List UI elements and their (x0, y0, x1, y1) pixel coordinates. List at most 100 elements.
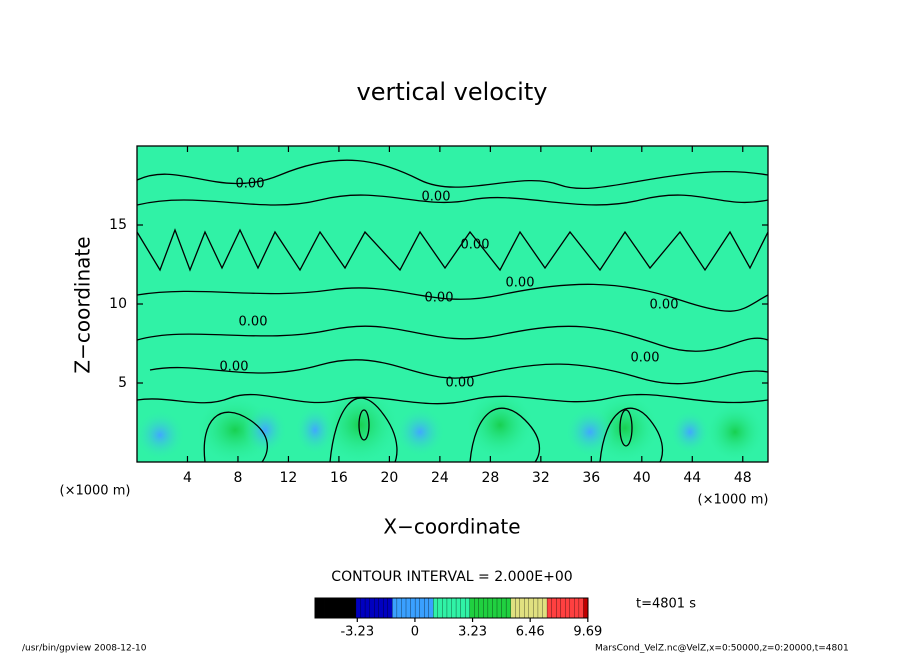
contour-label: 0.00 (236, 177, 265, 192)
colorbar-cell (424, 597, 430, 619)
y-axis-label: Z−coordinate (71, 236, 95, 373)
y-unit-label: (×1000 m) (60, 484, 131, 499)
contour-label: 0.00 (220, 360, 249, 375)
colorbar-cell (578, 597, 584, 619)
colorbar-tick-label: 9.69 (573, 625, 602, 640)
colorbar-cell (328, 597, 334, 619)
colorbar-cell (460, 597, 466, 619)
x-tick-label: 24 (431, 470, 449, 486)
colorbar-cell (314, 597, 320, 619)
contour-label: 0.00 (239, 315, 268, 330)
time-label: t=4801 s (636, 597, 696, 612)
colorbar-cell (355, 597, 361, 619)
field-shading (137, 385, 765, 462)
colorbar-cell (446, 597, 452, 619)
x-tick-label: 8 (233, 470, 242, 486)
colorbar-cell (537, 597, 543, 619)
x-tick-label: 36 (582, 470, 600, 486)
colorbar-cell (487, 597, 493, 619)
colorbar-cell (469, 597, 475, 619)
chart-title: vertical velocity (357, 78, 548, 106)
x-tick-label: 32 (532, 470, 550, 486)
colorbar-cell (455, 597, 462, 619)
colorbar-cell (528, 597, 534, 619)
colorbar-cell (451, 597, 457, 619)
colorbar-cell (496, 597, 502, 619)
x-unit-label: (×1000 m) (698, 493, 769, 508)
contour-label: 0.00 (506, 276, 535, 291)
colorbar-cell (492, 597, 498, 619)
contour-label: 0.00 (650, 298, 679, 313)
x-tick-label: 28 (481, 470, 499, 486)
colorbar-frame (314, 597, 589, 619)
colorbar-cell (464, 597, 471, 619)
colorbar-cell (319, 597, 325, 619)
colorbar-cell (364, 597, 371, 619)
colorbar-cell (401, 597, 407, 619)
contour-label: 0.00 (631, 351, 660, 366)
colorbar-cell (437, 597, 443, 619)
x-tick-label: 4 (183, 470, 192, 486)
colorbar-tick-label: -3.23 (340, 625, 374, 640)
x-tick-label: 40 (633, 470, 651, 486)
contour-label: 0.00 (461, 238, 490, 253)
contour-lines (137, 159, 768, 462)
colorbar-cell (405, 597, 411, 619)
colorbar-cell (387, 597, 393, 619)
y-tick-label: 15 (109, 217, 127, 233)
colorbar-cell (515, 597, 521, 619)
colorbar-cell (551, 597, 557, 619)
contour-interval: CONTOUR INTERVAL = 2.000E+00 (331, 569, 572, 585)
y-tick-label: 10 (109, 296, 127, 312)
x-tick-label: 16 (330, 470, 348, 486)
colorbar-cell (383, 597, 389, 619)
colorbar-cell (474, 597, 480, 619)
colorbar-cell (396, 597, 402, 619)
colorbar-cell (505, 597, 512, 619)
y-tick-label: 5 (118, 375, 127, 391)
colorbar-tick-label: 0 (411, 625, 419, 640)
x-axis-label: X−coordinate (383, 515, 520, 539)
colorbar-cell (346, 597, 352, 619)
colorbar-cell (501, 597, 507, 619)
colorbar-cell (342, 597, 348, 619)
contour-label: 0.00 (425, 291, 454, 306)
colorbar-cell (546, 597, 553, 619)
colorbar-tick-label: 6.46 (516, 625, 545, 640)
colorbar-cell (478, 597, 484, 619)
footer-left: /usr/bin/gpview 2008-12-10 (22, 644, 147, 654)
x-tick-label: 12 (280, 470, 298, 486)
colorbar-cell (433, 597, 439, 619)
colorbar-cell (519, 597, 525, 619)
footer-right: MarsCond_VelZ.nc@VelZ,x=0:50000,z=0:2000… (595, 644, 849, 654)
x-tick-label: 20 (380, 470, 398, 486)
colorbar-cell (560, 597, 566, 619)
colorbar-cell (574, 597, 580, 619)
x-tick-label: 44 (683, 470, 701, 486)
colorbar-cell (533, 597, 539, 619)
colorbar-cell (419, 597, 425, 619)
contour-label: 0.00 (446, 376, 475, 391)
colorbar-cell (351, 597, 357, 619)
colorbar-cell (510, 597, 516, 619)
colorbar-cell (524, 597, 530, 619)
colorbar-cell (337, 597, 343, 619)
colorbar-cell (392, 597, 398, 619)
contour-label: 0.00 (422, 190, 451, 205)
colorbar-cell (442, 597, 448, 619)
colorbar-cell (428, 597, 434, 619)
colorbar-cell (323, 597, 330, 619)
colorbar-cell (378, 597, 384, 619)
colorbar-cell (565, 597, 571, 619)
colorbar-tick-label: 3.23 (458, 625, 487, 640)
colorbar-cell (414, 597, 421, 619)
colorbar-cell (410, 597, 416, 619)
x-tick-label: 48 (734, 470, 752, 486)
colorbar-cell (369, 597, 375, 619)
colorbar-cell (360, 597, 366, 619)
colorbar-cell (556, 597, 562, 619)
colorbar-cell (483, 597, 489, 619)
colorbar-cell (542, 597, 548, 619)
colorbar-cell (373, 597, 380, 619)
